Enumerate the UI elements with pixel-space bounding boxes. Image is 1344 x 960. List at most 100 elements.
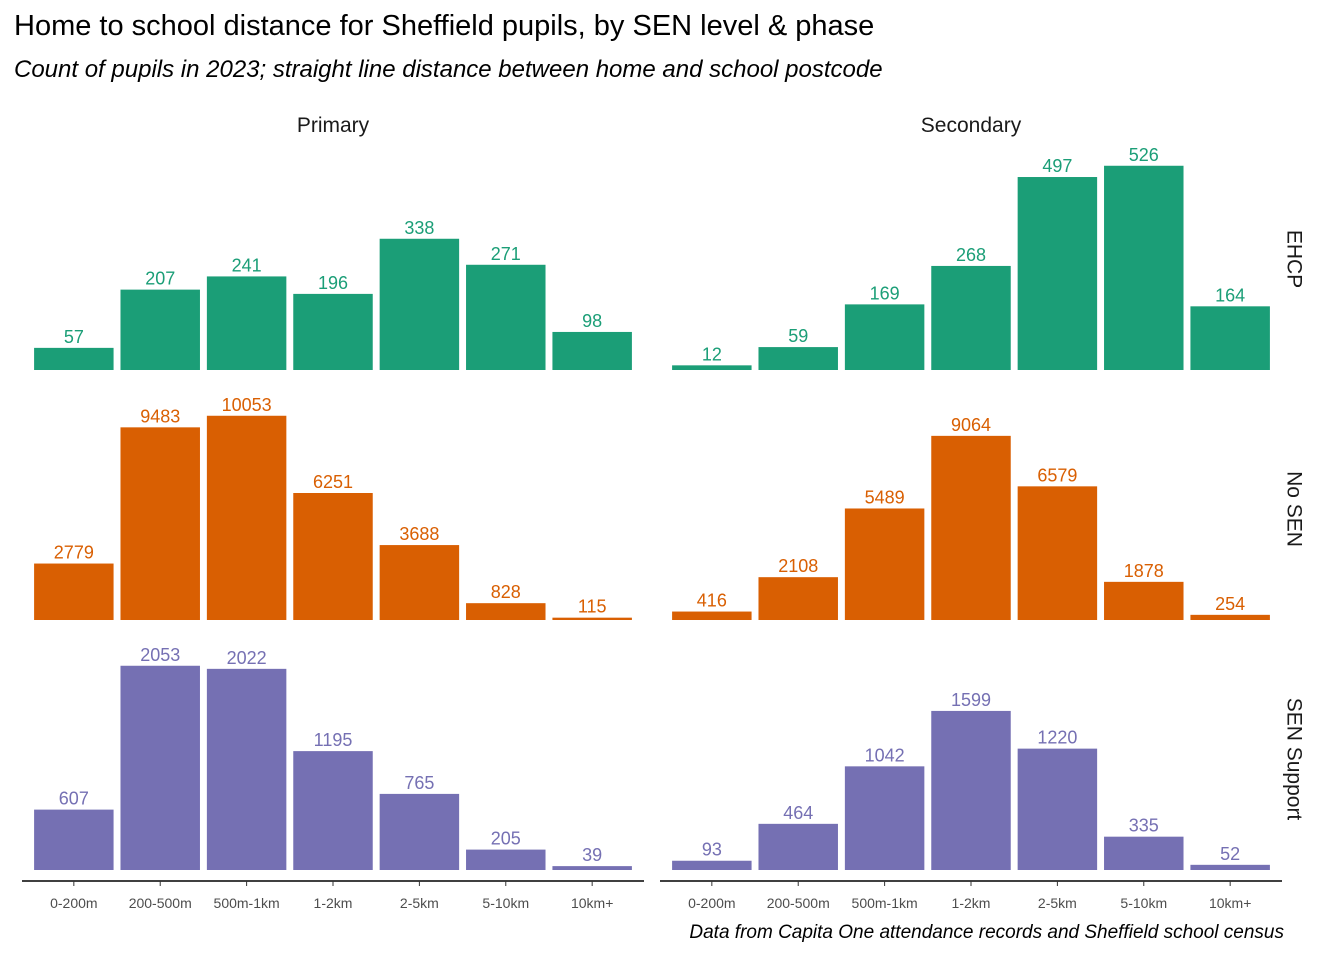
bar-label-no-sen-secondary-200-500m: 2108: [778, 556, 818, 576]
bar-sen-support-primary-10km: [552, 866, 632, 870]
bar-sen-support-primary-0-200m: [34, 809, 114, 870]
bar-label-sen-support-primary-1-2km: 1195: [314, 730, 353, 750]
bar-label-sen-support-secondary-500m-1km: 1042: [865, 745, 905, 765]
bar-label-ehcp-primary-10km: 98: [582, 311, 602, 331]
bar-label-ehcp-primary-200-500m: 207: [145, 269, 175, 289]
x-tick-label-primary-10km: 10km+: [571, 895, 613, 911]
bar-label-sen-support-primary-5-10km: 205: [491, 829, 521, 849]
bar-label-ehcp-secondary-1-2km: 268: [956, 245, 986, 265]
bar-sen-support-primary-200-500m: [120, 665, 200, 870]
bar-label-ehcp-secondary-10km: 164: [1215, 285, 1245, 305]
bar-ehcp-secondary-10km: [1190, 306, 1270, 370]
x-tick-label-primary-0-200m: 0-200m: [50, 895, 97, 911]
bar-no-sen-secondary-2-5km: [1017, 486, 1098, 620]
chart-caption: Data from Capita One attendance records …: [689, 922, 1284, 943]
x-tick-label-secondary-2-5km: 2-5km: [1038, 895, 1077, 911]
bar-ehcp-primary-5-10km: [466, 264, 546, 370]
bar-no-sen-primary-500m-1km: [206, 415, 287, 620]
bar-sen-support-secondary-500m-1km: [844, 766, 925, 870]
bar-label-sen-support-primary-500m-1km: 2022: [227, 648, 267, 668]
bar-sen-support-secondary-2-5km: [1017, 748, 1098, 870]
bar-no-sen-primary-1-2km: [293, 493, 373, 620]
bar-label-no-sen-secondary-0-200m: 416: [697, 591, 727, 611]
x-tick-label-secondary-200-500m: 200-500m: [767, 895, 830, 911]
bars: [34, 165, 1270, 870]
bar-label-ehcp-primary-5-10km: 271: [491, 244, 521, 264]
bar-label-sen-support-secondary-200-500m: 464: [783, 803, 813, 823]
bar-sen-support-secondary-1-2km: [931, 710, 1011, 870]
x-tick-label-secondary-1-2km: 1-2km: [952, 895, 991, 911]
bar-label-no-sen-primary-1-2km: 6251: [313, 472, 353, 492]
bar-label-sen-support-secondary-2-5km: 1220: [1037, 728, 1077, 748]
chart-subtitle: Count of pupils in 2023; straight line d…: [14, 56, 883, 83]
bar-label-sen-support-primary-0-200m: 607: [59, 789, 89, 809]
bar-no-sen-secondary-1-2km: [931, 435, 1011, 620]
bar-no-sen-secondary-200-500m: [758, 577, 838, 620]
bar-label-no-sen-primary-2-5km: 3688: [399, 524, 439, 544]
bar-ehcp-secondary-500m-1km: [844, 304, 925, 370]
bar-label-ehcp-primary-1-2km: 196: [318, 273, 348, 293]
bar-no-sen-secondary-500m-1km: [844, 508, 925, 620]
bar-ehcp-primary-0-200m: [34, 347, 114, 370]
bar-no-sen-secondary-0-200m: [672, 611, 752, 620]
bar-ehcp-secondary-0-200m: [672, 365, 752, 370]
bar-label-ehcp-primary-500m-1km: 241: [232, 255, 262, 275]
bar-sen-support-secondary-5-10km: [1104, 836, 1184, 870]
bar-ehcp-primary-200-500m: [120, 289, 200, 370]
bar-label-ehcp-secondary-0-200m: 12: [702, 344, 722, 364]
bar-label-sen-support-secondary-10km: 52: [1220, 844, 1240, 864]
x-tick-label-primary-500m-1km: 500m-1km: [214, 895, 280, 911]
bar-label-sen-support-secondary-1-2km: 1599: [951, 690, 991, 710]
bar-sen-support-secondary-0-200m: [672, 860, 752, 870]
bar-no-sen-primary-5-10km: [466, 603, 546, 620]
bar-label-no-sen-secondary-500m-1km: 5489: [865, 487, 905, 507]
facet-label-ehcp: EHCP: [1283, 230, 1306, 288]
bar-no-sen-primary-0-200m: [34, 563, 114, 620]
bar-sen-support-primary-2-5km: [379, 793, 460, 870]
x-axes: 0-200m 200-500m 500m-1km 1-2km 2-5km 5-10km 10…: [22, 880, 1282, 911]
bar-label-no-sen-primary-10km: 115: [578, 597, 607, 617]
bar-ehcp-primary-10km: [552, 331, 632, 370]
bar-ehcp-secondary-200-500m: [758, 347, 838, 370]
bar-label-no-sen-secondary-10km: 254: [1215, 594, 1245, 614]
x-tick-label-secondary-0-200m: 0-200m: [688, 895, 735, 911]
x-tick-label-secondary-5-10km: 5-10km: [1120, 895, 1167, 911]
x-tick-label-primary-2-5km: 2-5km: [400, 895, 439, 911]
bar-ehcp-primary-500m-1km: [206, 276, 287, 370]
bar-label-no-sen-secondary-2-5km: 6579: [1037, 465, 1077, 485]
bar-label-no-sen-primary-200-500m: 9483: [140, 406, 180, 426]
facet-label-primary: Primary: [297, 114, 370, 137]
bar-ehcp-secondary-5-10km: [1104, 165, 1184, 370]
facet-label-no-sen: No SEN: [1283, 471, 1306, 547]
bar-label-no-sen-primary-0-200m: 2779: [54, 543, 94, 563]
bar-label-ehcp-secondary-5-10km: 526: [1129, 145, 1159, 165]
bar-no-sen-primary-10km: [552, 617, 632, 620]
bar-ehcp-secondary-2-5km: [1017, 177, 1098, 370]
bar-no-sen-secondary-10km: [1190, 614, 1270, 620]
bar-label-sen-support-primary-2-5km: 765: [404, 773, 434, 793]
bar-ehcp-primary-1-2km: [293, 293, 373, 370]
facet-label-secondary: Secondary: [921, 114, 1022, 137]
bar-no-sen-primary-2-5km: [379, 545, 460, 620]
facet-column-labels: Primary Secondary: [297, 114, 1022, 137]
bar-label-no-sen-primary-500m-1km: 10053: [222, 395, 272, 415]
bar-sen-support-secondary-200-500m: [758, 823, 838, 870]
bar-label-sen-support-secondary-0-200m: 93: [702, 840, 722, 860]
bar-no-sen-primary-200-500m: [120, 427, 200, 620]
bar-sen-support-secondary-10km: [1190, 864, 1270, 870]
bar-ehcp-secondary-1-2km: [931, 265, 1011, 370]
bar-sen-support-primary-5-10km: [466, 849, 546, 870]
bar-label-sen-support-primary-200-500m: 2053: [140, 645, 180, 665]
chart-title: Home to school distance for Sheffield pu…: [14, 10, 875, 42]
x-tick-label-primary-5-10km: 5-10km: [482, 895, 529, 911]
bar-label-no-sen-secondary-1-2km: 9064: [951, 415, 991, 435]
bar-label-ehcp-secondary-500m-1km: 169: [870, 283, 900, 303]
facet-label-sen-support: SEN Support: [1283, 698, 1306, 821]
bar-label-ehcp-primary-0-200m: 57: [64, 327, 84, 347]
bar-label-ehcp-secondary-2-5km: 497: [1042, 156, 1072, 176]
bar-label-ehcp-secondary-200-500m: 59: [788, 326, 808, 346]
bar-sen-support-primary-1-2km: [293, 751, 373, 870]
bar-value-labels: 57 207 241 196 338 271 98 12 59 169 268 497 526 164 27…: [54, 145, 1245, 865]
bar-label-sen-support-secondary-5-10km: 335: [1129, 816, 1159, 836]
